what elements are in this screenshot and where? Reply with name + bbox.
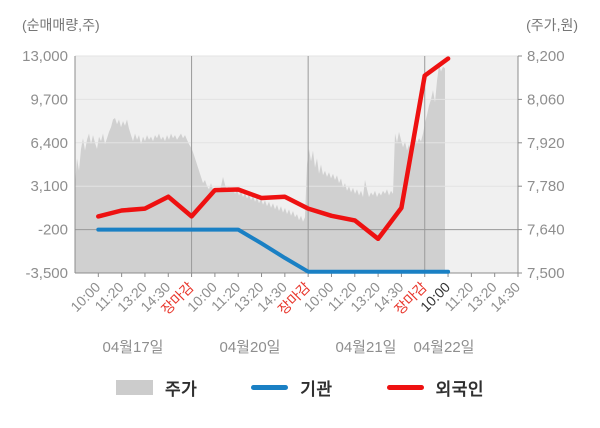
right-axis-title: (주가,원): [526, 17, 578, 33]
institution-line-swatch: [251, 385, 289, 390]
right-tick-label: 8,200: [527, 48, 565, 65]
left-tick-label: 6,400: [30, 135, 68, 152]
left-tick-label: 9,700: [30, 91, 68, 108]
foreigner-line: [96, 56, 451, 242]
date-label: 04월20일: [220, 339, 281, 356]
legend-label-price: 주가: [165, 380, 198, 399]
date-label: 04월22일: [414, 339, 475, 356]
date-label: 04월17일: [103, 339, 164, 356]
legend-label-institution: 기관: [300, 380, 333, 399]
legend-item-institution: 기관: [251, 375, 332, 400]
price-area-swatch: [116, 380, 153, 395]
stock-chart: 10:0011:2013:2014:30장마감10:0011:2013:2014…: [22, 17, 578, 356]
right-tick-label: 7,920: [527, 135, 565, 152]
right-tick-label: 7,640: [527, 222, 565, 239]
left-tick-label: 13,000: [22, 48, 68, 65]
right-tick-label: 7,500: [527, 265, 565, 282]
legend-item-price: 주가: [116, 375, 197, 400]
legend-label-foreigner: 외국인: [435, 380, 484, 399]
foreigner-line-swatch: [386, 385, 424, 390]
date-label: 04월21일: [336, 339, 397, 356]
left-tick-label: -3,500: [25, 265, 68, 282]
institution-line: [96, 227, 451, 274]
right-tick-label: 7,780: [527, 178, 565, 195]
right-tick-label: 8,060: [527, 91, 565, 108]
left-tick-label: -200: [38, 222, 68, 239]
chart-legend: 주가 기관 외국인: [0, 375, 600, 400]
left-tick-label: 3,100: [30, 178, 68, 195]
legend-item-foreigner: 외국인: [386, 375, 484, 400]
left-axis-title: (순매매량,주): [22, 17, 100, 33]
